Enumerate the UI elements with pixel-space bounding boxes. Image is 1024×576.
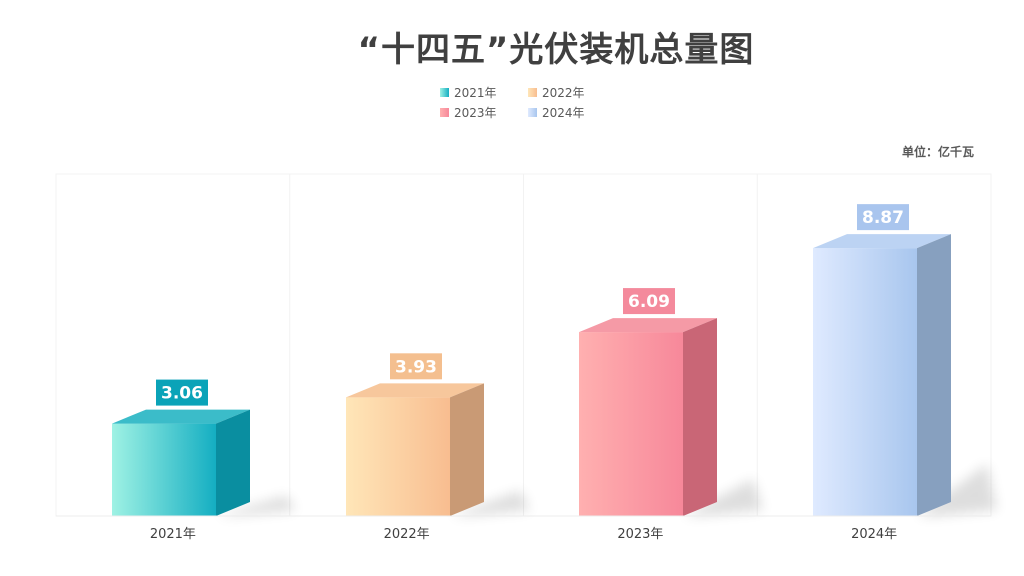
- bar-2021年[interactable]: [112, 409, 250, 516]
- bar-top-face: [813, 234, 951, 249]
- bar-front-face: [346, 397, 450, 516]
- data-label-2024年: 8.87: [857, 204, 909, 231]
- bar-top-face: [579, 318, 717, 333]
- bar-2022年[interactable]: [346, 383, 484, 516]
- x-tick-label: 2022年: [384, 527, 430, 542]
- legend-item-2021[interactable]: 2021年: [440, 84, 528, 100]
- data-label-2023年: 6.09: [623, 288, 675, 315]
- legend-item-2024[interactable]: 2024年: [528, 104, 616, 120]
- bar-shadow: [450, 490, 530, 516]
- bar-side-face: [917, 234, 951, 516]
- data-label-box: [156, 379, 208, 406]
- bar-front-face: [813, 248, 917, 516]
- data-label-text: 6.09: [628, 292, 670, 312]
- chart-title: “十四五”光伏装机总量图: [357, 30, 755, 70]
- bar-side-face: [683, 318, 717, 516]
- legend-label-2024: 2024年: [542, 105, 585, 120]
- legend-label-2023: 2023年: [454, 105, 497, 120]
- data-label-2021年: 3.06: [156, 379, 208, 406]
- data-labels: 3.06 3.93 6.09 8.87: [156, 204, 909, 406]
- data-label-box: [623, 288, 675, 315]
- legend-label-2021: 2021年: [454, 85, 497, 100]
- legend-label-2022: 2022年: [542, 85, 585, 100]
- data-label-2022年: 3.93: [390, 353, 442, 380]
- bar-2023年[interactable]: [579, 318, 717, 516]
- data-label-box: [857, 204, 909, 231]
- bar-2024年[interactable]: [813, 234, 951, 516]
- legend-swatch-2023: [440, 107, 449, 117]
- legend-swatch-2021: [440, 87, 449, 97]
- x-tick-label: 2023年: [617, 527, 663, 542]
- bar-side-face: [216, 409, 250, 516]
- data-label-text: 3.06: [161, 384, 203, 404]
- data-label-text: 3.93: [395, 357, 437, 377]
- data-label-text: 8.87: [862, 208, 904, 228]
- legend-item-2023[interactable]: 2023年: [440, 104, 528, 120]
- legend-item-2022[interactable]: 2022年: [528, 84, 616, 100]
- bar-side-face: [450, 383, 484, 516]
- x-tick-label: 2021年: [150, 527, 196, 542]
- x-axis: 2021年 2022年 2023年 2024年: [56, 515, 991, 542]
- bar-top-face: [112, 409, 250, 424]
- bar-top-face: [346, 383, 484, 398]
- x-tick-label: 2024年: [851, 527, 897, 542]
- bar-front-face: [579, 332, 683, 516]
- unit-label: 单位：亿千瓦: [901, 145, 974, 159]
- bar-front-face: [112, 423, 216, 516]
- legend-swatch-2024: [528, 107, 537, 117]
- legend-swatch-2022: [528, 87, 537, 97]
- bars: [112, 234, 951, 516]
- data-label-box: [390, 353, 442, 380]
- bar-shadow: [216, 495, 296, 516]
- chart-legend: 2021年 2022年 2023年 2024年: [440, 84, 630, 120]
